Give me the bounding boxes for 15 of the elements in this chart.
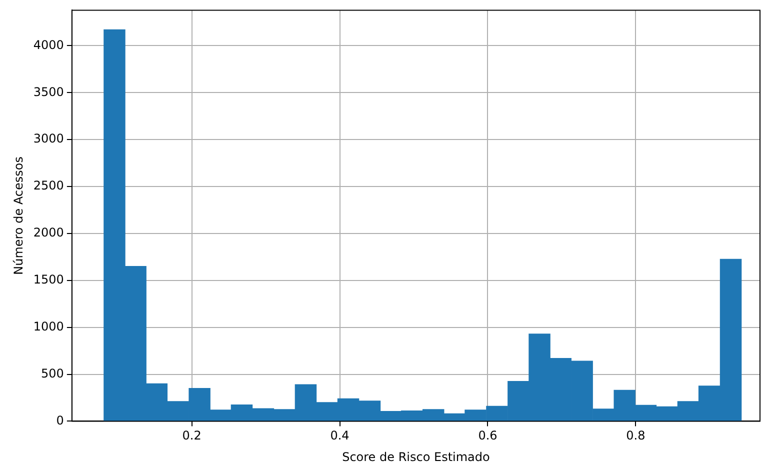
x-tick-label: 0.2 — [182, 428, 202, 443]
x-tick-label: 0.8 — [626, 428, 646, 443]
y-tick-label: 4000 — [33, 38, 64, 52]
y-axis-title: Número de Acessos — [11, 156, 26, 275]
y-tick-label: 2000 — [33, 226, 64, 240]
y-tick-label: 1500 — [33, 272, 64, 287]
x-tick-label: 0.6 — [478, 428, 498, 443]
y-tick-label: 1000 — [33, 319, 64, 334]
y-tick-label: 3500 — [33, 84, 64, 99]
y-tick-label: 500 — [41, 366, 64, 380]
y-tick-label: 2500 — [33, 178, 64, 193]
y-tick-label: 3000 — [33, 132, 64, 146]
x-tick-label: 0.4 — [330, 428, 350, 443]
y-tick-label: 0 — [56, 413, 64, 428]
x-axis-title: Score de Risco Estimado — [342, 450, 490, 464]
